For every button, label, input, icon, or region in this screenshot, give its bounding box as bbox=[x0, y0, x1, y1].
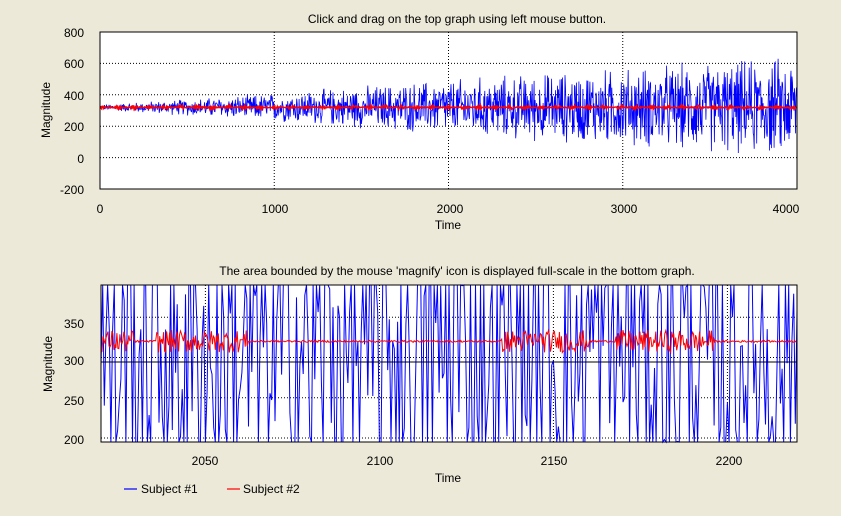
top-y-ticks: 800 600 400 200 0 -200 bbox=[60, 26, 84, 197]
bottom-x-axis-label: Time bbox=[435, 471, 462, 485]
top-x-ticks: 0 1000 2000 3000 4000 bbox=[97, 202, 800, 216]
bottom-line-subject2 bbox=[100, 328, 798, 355]
top-line-subject1 bbox=[99, 58, 798, 154]
bottom-chart-title: The area bounded by the mouse 'magnify' … bbox=[219, 264, 695, 278]
bottom-plot-frame bbox=[100, 284, 798, 443]
bottom-x-tick: 2050 bbox=[192, 454, 219, 468]
bottom-y-tick: 350 bbox=[64, 317, 84, 331]
legend: Subject #1 Subject #2 bbox=[124, 482, 300, 496]
top-x-tick: 4000 bbox=[773, 202, 800, 216]
top-y-tick: -200 bbox=[60, 183, 84, 197]
top-plot-frame bbox=[99, 31, 798, 190]
bottom-x-tick: 2150 bbox=[541, 454, 568, 468]
top-y-axis-label: Magnitude bbox=[39, 82, 53, 138]
top-plot[interactable] bbox=[99, 31, 798, 190]
top-x-tick: 1000 bbox=[262, 202, 289, 216]
top-y-tick: 600 bbox=[64, 57, 84, 71]
top-series-subject1 bbox=[99, 58, 798, 154]
bottom-series-subject2 bbox=[100, 328, 798, 355]
legend-label-subject1: Subject #1 bbox=[141, 482, 198, 496]
bottom-y-tick: 200 bbox=[64, 433, 84, 447]
top-y-tick: 800 bbox=[64, 26, 84, 40]
top-y-tick: 0 bbox=[77, 152, 84, 166]
top-x-tick: 2000 bbox=[437, 202, 464, 216]
bottom-y-axis-label: Magnitude bbox=[41, 336, 55, 392]
top-y-tick: 200 bbox=[64, 120, 84, 134]
bottom-y-ticks: 350 300 250 200 bbox=[64, 317, 84, 447]
top-x-tick: 0 bbox=[97, 202, 104, 216]
top-y-tick: 400 bbox=[64, 89, 84, 103]
legend-label-subject2: Subject #2 bbox=[243, 482, 300, 496]
top-chart-title: Click and drag on the top graph using le… bbox=[308, 12, 606, 26]
bottom-y-tick: 250 bbox=[64, 394, 84, 408]
bottom-x-tick: 2100 bbox=[367, 454, 394, 468]
bottom-x-tick: 2200 bbox=[716, 454, 743, 468]
top-x-tick: 3000 bbox=[611, 202, 638, 216]
bottom-x-ticks: 2050 2100 2150 2200 bbox=[192, 454, 743, 468]
bottom-plot[interactable] bbox=[100, 283, 798, 444]
bottom-y-tick: 300 bbox=[64, 354, 84, 368]
top-line-subject2 bbox=[99, 102, 798, 112]
top-series-subject2 bbox=[99, 102, 798, 112]
top-x-axis-label: Time bbox=[435, 218, 462, 232]
